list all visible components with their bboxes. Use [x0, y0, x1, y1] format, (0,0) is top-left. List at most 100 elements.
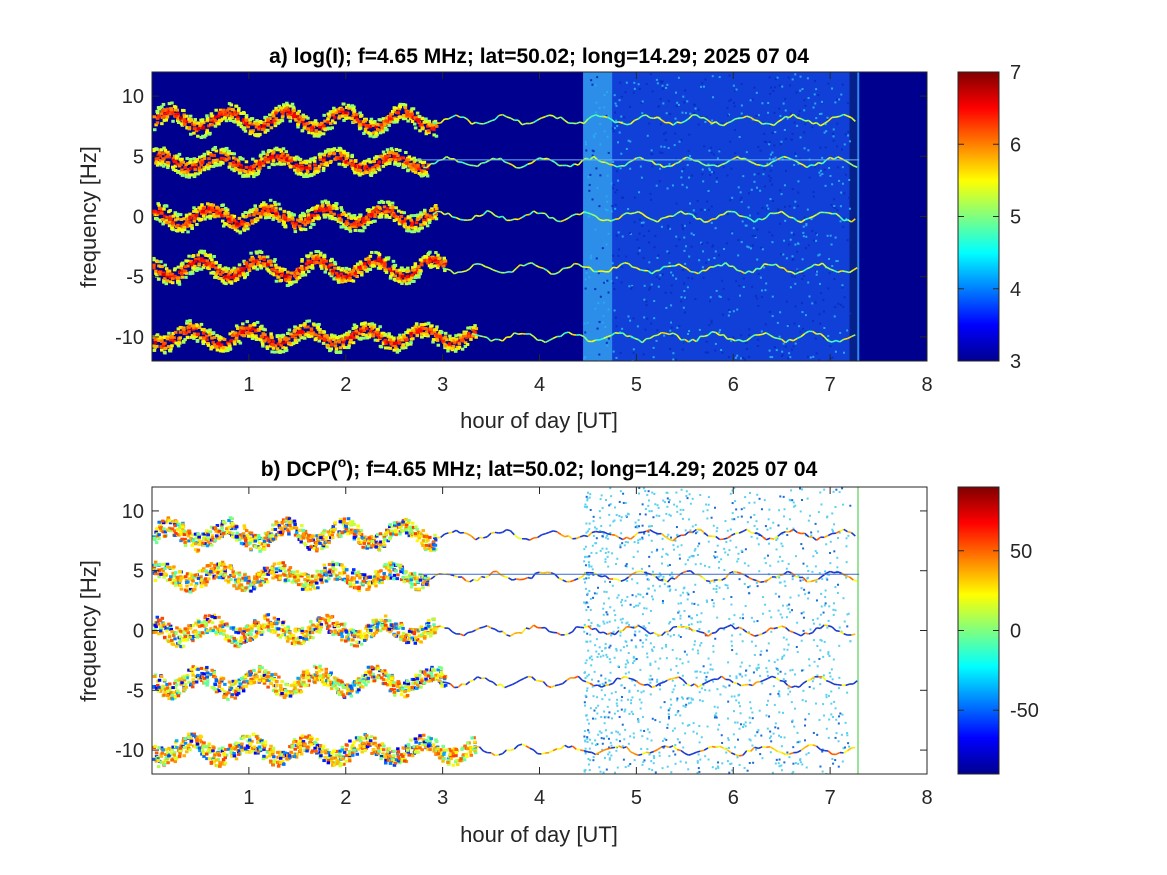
noise-dot: [646, 268, 649, 271]
trace-dot: [394, 345, 398, 349]
trace-dot: [361, 216, 365, 220]
noise-dot: [778, 84, 781, 87]
noise-dot: [691, 277, 694, 280]
trace-dot: [176, 281, 180, 285]
trace-dot: [182, 269, 187, 273]
trace-faint-segment: [789, 338, 794, 342]
trace-faint-segment: [440, 210, 446, 216]
trace-dot: [210, 336, 214, 340]
trace-faint-segment: [554, 271, 560, 275]
noise-dot: [822, 337, 825, 340]
noise-dot: [588, 276, 591, 279]
noise-dot: [821, 172, 824, 175]
noise-dot: [584, 331, 587, 334]
trace-dot: [406, 266, 410, 270]
noise-dot: [742, 723, 745, 726]
trace-dot: [458, 336, 463, 340]
trace-faint-segment: [504, 161, 509, 164]
trace-dot: [460, 347, 465, 351]
noise-dot: [815, 551, 818, 554]
trace-dot: [396, 336, 401, 340]
trace-dot: [223, 222, 227, 226]
trace-faint-segment: [451, 114, 457, 118]
trace-dot: [276, 270, 280, 274]
noise-dot: [837, 302, 840, 305]
noise-dot: [694, 670, 697, 673]
trace-dot: [205, 215, 210, 219]
noise-dot: [842, 305, 845, 308]
trace-faint-segment: [800, 118, 806, 122]
trace-faint-segment: [812, 121, 817, 125]
trace-dot: [430, 328, 435, 332]
noise-dot: [769, 153, 772, 156]
trace-dot: [339, 153, 344, 157]
noise-dot: [613, 94, 616, 97]
trace-dot: [436, 253, 440, 257]
trace-dot: [197, 325, 202, 329]
noise-dot: [604, 681, 607, 684]
trace-dot: [380, 199, 384, 203]
noise-dot: [805, 223, 808, 226]
noise-dot: [759, 276, 762, 279]
trace-dot: [453, 349, 458, 353]
trace-faint-segment: [804, 330, 810, 335]
trace-dot: [177, 164, 182, 168]
trace-dot: [185, 319, 190, 323]
trace-dot: [176, 120, 181, 124]
trace-dot: [205, 338, 209, 342]
noise-dot: [836, 145, 839, 148]
noise-dot: [841, 286, 844, 289]
noise-dot: [819, 174, 822, 177]
noise-dot: [818, 112, 821, 115]
noise-dot: [721, 122, 724, 125]
noise-dot: [668, 163, 671, 166]
noise-dot: [840, 148, 843, 151]
noise-dot: [787, 243, 790, 246]
noise-dot: [631, 567, 634, 570]
noise-dot: [614, 102, 617, 105]
trace-dot: [393, 116, 397, 120]
trace-dot: [411, 226, 415, 230]
trace-dot: [263, 216, 268, 220]
trace-faint-segment: [521, 122, 527, 126]
trace-faint-segment: [831, 339, 837, 343]
trace-dot: [422, 171, 426, 175]
noise-dot: [616, 596, 619, 599]
trace-dot: [235, 333, 239, 337]
trace-dot: [303, 228, 308, 232]
trace-dot: [420, 263, 424, 267]
trace-dot: [343, 154, 348, 158]
trace-dot: [284, 276, 288, 280]
noise-dot: [629, 233, 632, 236]
trace-dot: [181, 327, 186, 331]
noise-dot: [848, 164, 851, 167]
trace-dot: [392, 341, 397, 345]
trace-faint-segment: [789, 216, 794, 219]
trace-dot: [422, 120, 427, 124]
trace-dot: [357, 223, 362, 227]
noise-dot: [659, 274, 662, 277]
noise-dot: [748, 356, 751, 359]
trace-faint-segment: [554, 161, 560, 167]
trace-dot: [233, 340, 237, 344]
trace-dot: [284, 338, 289, 342]
noise-dot: [815, 273, 818, 276]
trace-dot: [225, 208, 230, 212]
trace-dot: [196, 172, 200, 176]
trace-dot: [410, 230, 414, 234]
noise-dot: [716, 157, 719, 160]
trace-dot: [192, 219, 196, 223]
noise-dot: [789, 286, 792, 289]
trace-dot: [390, 109, 395, 113]
trace-faint-segment: [525, 213, 530, 216]
noise-dot: [814, 301, 817, 304]
trace-dot: [253, 218, 258, 222]
trace-dot: [274, 212, 278, 216]
trace-dot: [192, 123, 197, 127]
trace-dot: [406, 328, 411, 332]
trace-dot: [175, 108, 180, 112]
trace-dot: [321, 132, 326, 136]
trace-dot: [295, 113, 299, 117]
trace-dot: [253, 210, 258, 214]
trace-dot: [238, 171, 243, 175]
